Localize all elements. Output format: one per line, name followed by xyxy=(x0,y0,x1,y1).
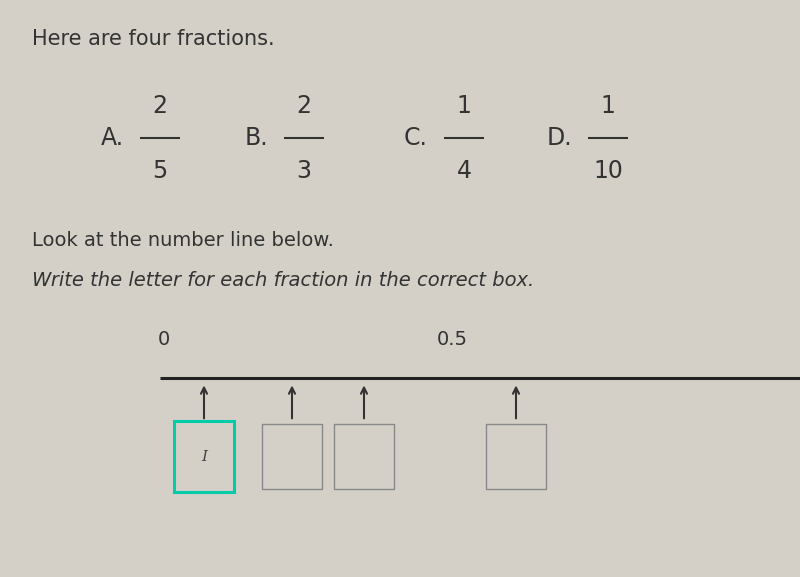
Text: C.: C. xyxy=(404,126,428,151)
Text: Look at the number line below.: Look at the number line below. xyxy=(32,231,334,250)
Text: 0.5: 0.5 xyxy=(437,330,467,349)
Text: 5: 5 xyxy=(152,159,168,183)
Text: 0: 0 xyxy=(158,330,170,349)
Text: I: I xyxy=(201,449,207,463)
Text: 4: 4 xyxy=(457,159,471,183)
Text: 10: 10 xyxy=(593,159,623,183)
Text: 2: 2 xyxy=(297,94,311,118)
Text: 1: 1 xyxy=(457,94,471,118)
Bar xyxy=(174,421,234,492)
Text: 1: 1 xyxy=(601,94,615,118)
Text: Write the letter for each fraction in the correct box.: Write the letter for each fraction in th… xyxy=(32,271,534,290)
Text: 3: 3 xyxy=(297,159,311,183)
Text: Here are four fractions.: Here are four fractions. xyxy=(32,29,274,49)
Text: D.: D. xyxy=(546,126,572,151)
Text: B.: B. xyxy=(244,126,268,151)
Bar xyxy=(262,424,322,489)
Text: A.: A. xyxy=(101,126,124,151)
Bar xyxy=(486,424,546,489)
Bar xyxy=(334,424,394,489)
Text: 2: 2 xyxy=(153,94,167,118)
